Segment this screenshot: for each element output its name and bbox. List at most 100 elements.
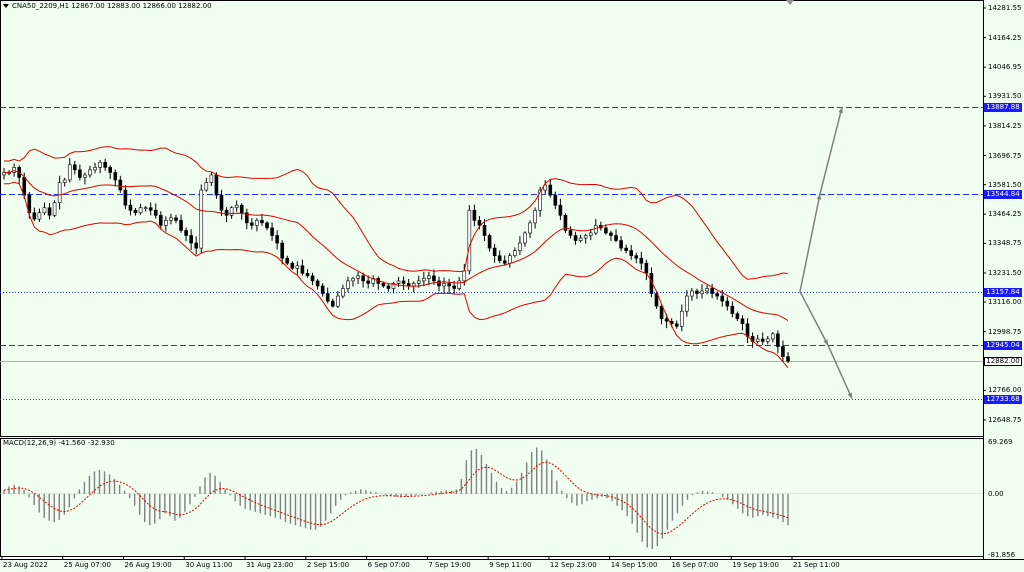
candle-body xyxy=(518,242,522,251)
projection-down-arrow-1-head xyxy=(823,339,828,346)
candle-body xyxy=(492,247,497,256)
candle-body xyxy=(502,260,507,264)
candle-body xyxy=(300,265,305,274)
price-tick-label: 14281.55 xyxy=(988,4,1022,12)
candle-body xyxy=(133,209,138,214)
candle-body xyxy=(356,275,360,279)
candle-body xyxy=(265,222,269,229)
bollinger-upper-band xyxy=(4,146,789,280)
candle-body xyxy=(244,212,249,224)
candle-body xyxy=(260,220,264,224)
projection-up-arrow-2 xyxy=(819,107,843,195)
candle-body xyxy=(513,250,517,256)
candle-body xyxy=(695,290,699,294)
candle-body xyxy=(710,288,714,294)
price-level-tag[interactable]: 12945.04 xyxy=(984,340,1022,350)
price-tick-label: 14164.25 xyxy=(988,33,1022,42)
time-tick-label: 12 Sep 23:00 xyxy=(549,561,597,569)
symbol-label: CNA50_2209,H1 xyxy=(12,2,70,10)
chart-header: CNA50_2209,H1 12867.00 12883.00 12866.00… xyxy=(3,2,212,11)
candle-body xyxy=(366,280,370,284)
time-tick-label: 30 Aug 11:00 xyxy=(185,561,233,569)
bollinger-middle-band xyxy=(4,170,789,322)
candle-body xyxy=(588,232,593,236)
price-level-tag[interactable]: 13157.84 xyxy=(984,287,1022,297)
candle-body xyxy=(781,346,785,357)
candle-body xyxy=(634,255,639,259)
candle-body xyxy=(437,280,441,287)
candle-body xyxy=(538,189,542,211)
candle-body xyxy=(290,262,295,269)
price-tick-label: 13348.75 xyxy=(988,239,1022,248)
candle-body xyxy=(735,313,740,320)
candle-body xyxy=(725,300,730,307)
candle-body xyxy=(755,338,760,342)
candle-body xyxy=(573,235,578,241)
candle-body xyxy=(786,356,790,362)
candle-body xyxy=(103,162,107,168)
candle-body xyxy=(93,167,97,171)
candle-body xyxy=(148,207,153,211)
macd-tick-label: 69.269 xyxy=(988,438,1013,446)
candle-body xyxy=(315,280,320,287)
price-level-tag[interactable]: 12733.68 xyxy=(984,394,1022,404)
price-tick-label: 12648.75 xyxy=(988,416,1022,424)
scroll-marker-icon xyxy=(786,0,794,5)
candle-body xyxy=(67,164,72,181)
candle-body xyxy=(771,333,775,340)
candle-body xyxy=(386,285,391,289)
candle-body xyxy=(482,225,487,236)
candle-body xyxy=(224,209,229,216)
candle-body xyxy=(123,189,128,206)
candle-body xyxy=(57,182,62,203)
candle-body xyxy=(184,230,188,236)
candle-body xyxy=(396,280,401,284)
candle-body xyxy=(32,212,37,220)
candle-body xyxy=(391,283,396,289)
candle-body xyxy=(508,255,512,264)
candle-body xyxy=(760,338,765,342)
macd-pane-frame xyxy=(0,438,984,557)
price-tick-label: 13116.00 xyxy=(988,298,1022,307)
candle-body xyxy=(27,194,32,214)
time-tick-label: 31 Aug 23:00 xyxy=(246,561,294,569)
candle-body xyxy=(457,280,462,289)
candle-body xyxy=(700,290,704,294)
candle-body xyxy=(740,318,745,325)
time-tick-label: 21 Sep 11:00 xyxy=(793,561,840,569)
time-tick-label: 26 Aug 19:00 xyxy=(124,561,172,569)
candle-body xyxy=(305,273,310,277)
candle-body xyxy=(462,270,467,282)
candle-body xyxy=(563,214,568,231)
candle-body xyxy=(270,227,274,236)
dropdown-triangle-icon[interactable] xyxy=(3,4,9,8)
price-tick-label: 13814.25 xyxy=(988,121,1022,130)
candle-body xyxy=(275,235,279,244)
candle-body xyxy=(310,275,315,282)
candle-body xyxy=(679,310,684,327)
candle-body xyxy=(325,293,330,302)
candle-body xyxy=(720,295,725,302)
candle-body xyxy=(209,174,214,183)
candle-body xyxy=(336,295,340,307)
candle-body xyxy=(416,280,421,284)
candle-body xyxy=(472,209,477,221)
projection-up-arrow-1 xyxy=(799,193,821,292)
candle-body xyxy=(330,300,335,307)
macd-tick-label: 0.00 xyxy=(988,489,1004,498)
candle-body xyxy=(548,184,553,196)
candle-body xyxy=(138,207,143,214)
candle-body xyxy=(578,237,583,241)
price-tick-label: 12766.00 xyxy=(988,386,1022,395)
candle-body xyxy=(614,235,618,241)
price-level-tag[interactable]: 13887.88 xyxy=(984,102,1022,112)
candle-body xyxy=(42,207,47,214)
price-level-tag[interactable]: 13544.84 xyxy=(984,189,1022,199)
candle-body xyxy=(776,333,780,347)
candle-body xyxy=(497,255,502,262)
candle-body xyxy=(62,179,67,183)
projection-down-arrow-1 xyxy=(799,291,829,346)
candle-body xyxy=(320,285,325,294)
